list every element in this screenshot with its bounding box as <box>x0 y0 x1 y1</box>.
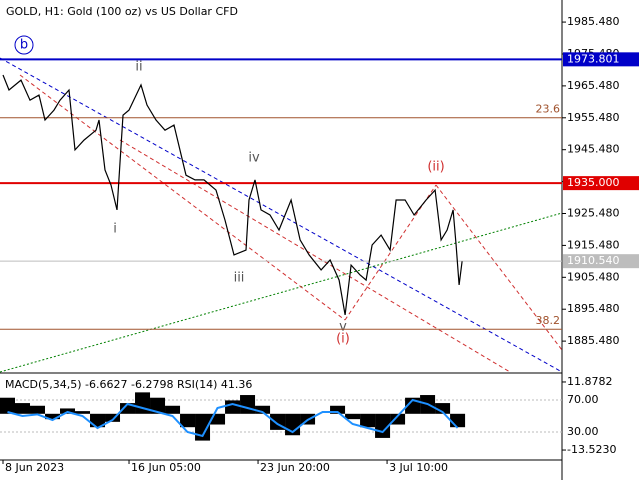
x-tick-label: 23 Jun 20:00 <box>260 461 330 474</box>
macd-tick-label: 11.8782 <box>567 375 613 388</box>
rsi-tick-label: 70.00 <box>567 393 599 406</box>
macd-bar <box>45 413 61 420</box>
macd-bar <box>240 395 256 414</box>
wave-label: (i) <box>336 332 350 347</box>
x-tick-label: 3 Jul 10:00 <box>389 461 448 474</box>
wave-circle <box>14 35 34 55</box>
y-tick-label: 1985.480 <box>567 15 620 28</box>
macd-bar <box>210 413 226 425</box>
y-tick-label: 1925.480 <box>567 207 620 220</box>
macd-bar <box>15 403 31 414</box>
trend-line <box>0 212 563 373</box>
macd-bar <box>255 405 271 414</box>
wave-label: (ii) <box>427 160 444 175</box>
wave-line <box>19 74 346 321</box>
trend-line <box>0 57 563 373</box>
x-tick-label: 16 Jun 05:00 <box>131 461 201 474</box>
y-tick-label: 1915.480 <box>567 238 620 251</box>
wave-label: iii <box>234 271 245 286</box>
macd-bar <box>195 413 211 441</box>
y-tick-label: 1945.480 <box>567 143 620 156</box>
wave-label: ii <box>135 60 142 75</box>
macd-tick-label: -13.5230 <box>567 443 616 456</box>
macd-bar <box>30 405 46 414</box>
macd-bar <box>105 413 121 422</box>
price-tag <box>563 176 639 191</box>
price-tag-label: 1910.540 <box>567 254 620 267</box>
macd-bar <box>150 397 166 414</box>
y-tick-label: 1895.480 <box>567 302 620 315</box>
x-tick-label: 8 Jun 2023 <box>5 461 64 474</box>
macd-bar <box>450 413 466 428</box>
macd-bar <box>75 411 91 414</box>
macd-bar <box>180 413 196 428</box>
chart-title: GOLD, H1: Gold (100 oz) vs US Dollar CFD <box>6 5 238 18</box>
y-tick-label: 1965.480 <box>567 79 620 92</box>
y-tick-label: 1955.480 <box>567 111 620 124</box>
price-tag-label: 1935.000 <box>567 176 620 189</box>
indicator-title: MACD(5,34,5) -6.6627 -6.2798 RSI(14) 41.… <box>5 378 252 391</box>
rsi-line <box>7 398 459 438</box>
macd-bar <box>345 413 361 420</box>
macd-bar <box>165 405 181 414</box>
rsi-tick-label: 30.00 <box>567 425 599 438</box>
price-tag <box>563 52 639 67</box>
y-tick-label: 1885.480 <box>567 334 620 347</box>
wave-label: i <box>113 222 117 237</box>
wave-label: iv <box>248 151 260 166</box>
macd-bar <box>390 413 406 425</box>
macd-bar <box>435 403 451 414</box>
macd-bar <box>330 405 346 414</box>
macd-bar <box>225 400 241 414</box>
fib-label: 38.2 <box>536 314 561 327</box>
macd-bar <box>0 397 16 414</box>
y-tick-label: 1905.480 <box>567 270 620 283</box>
price-line <box>2 74 463 316</box>
wave-label: v <box>339 320 347 335</box>
macd-bar <box>120 403 136 414</box>
channel-line <box>119 139 511 373</box>
price-tag <box>563 254 639 269</box>
fib-label: 23.6 <box>536 103 561 116</box>
macd-bar <box>360 413 376 428</box>
price-tag-label: 1973.801 <box>567 52 620 65</box>
wave-label: b <box>20 38 28 53</box>
macd-bar <box>135 392 151 414</box>
